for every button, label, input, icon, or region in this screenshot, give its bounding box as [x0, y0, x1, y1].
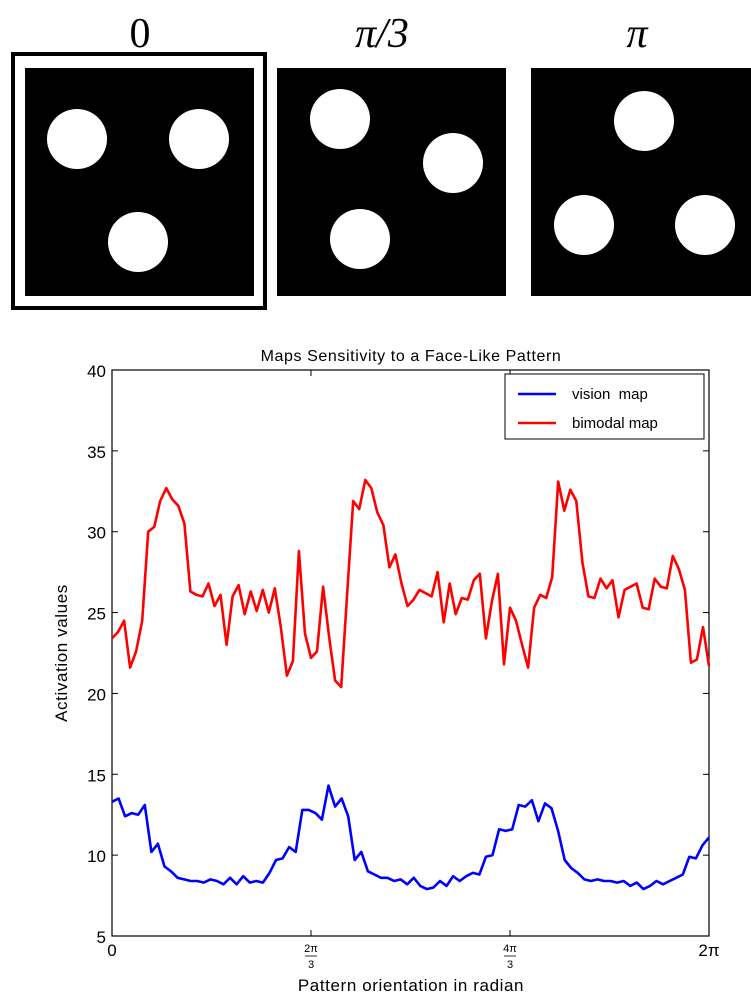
- y-axis-label: Activation values: [52, 584, 71, 722]
- panel-label-0: 0: [130, 11, 151, 57]
- y-tick-label: 30: [87, 524, 106, 543]
- legend-label-bimodal: bimodal map: [572, 415, 658, 432]
- panel-0-dot-right: [169, 109, 229, 169]
- y-tick-label: 20: [87, 685, 106, 704]
- x-tick-label-denominator: 3: [308, 959, 314, 971]
- y-tick-label: 10: [87, 847, 106, 866]
- chart: Maps Sensitivity to a Face-Like Pattern …: [52, 348, 720, 995]
- y-axis-ticks: 5 10 15 20 25 30 35 40: [87, 362, 709, 947]
- panel-pi-third-dot-top: [310, 89, 370, 149]
- panel-pi-dot-right: [675, 195, 735, 255]
- plot-frame: [111, 369, 710, 937]
- series-lines: [111, 478, 711, 891]
- x-tick-label-numerator: 2π: [304, 943, 318, 955]
- orientation-panels: 0 π/3 π: [11, 11, 751, 310]
- panel-pi-third-dot-right: [423, 133, 483, 193]
- x-tick-label: 2π: [698, 941, 719, 960]
- panel-0-dot-bottom: [108, 212, 168, 272]
- legend-label-vision: vision map: [572, 386, 648, 403]
- y-tick-label: 15: [87, 766, 106, 785]
- y-tick-label: 5: [97, 928, 106, 947]
- x-tick-label-numerator: 4π: [503, 943, 517, 955]
- y-tick-label: 25: [87, 605, 106, 624]
- panel-label-pi: π: [626, 11, 648, 57]
- legend: vision map bimodal map: [504, 373, 705, 440]
- panel-0-dot-left: [47, 109, 107, 169]
- legend-box: [504, 373, 705, 440]
- bimodal-map-line: [111, 478, 711, 689]
- x-tick-label: 0: [107, 941, 116, 960]
- y-tick-label: 35: [87, 443, 106, 462]
- panel-pi-third-dot-bottom: [330, 209, 390, 269]
- panel-pi-dot-left: [554, 195, 614, 255]
- x-tick-label-denominator: 3: [507, 959, 513, 971]
- vision-map-line: [111, 784, 711, 891]
- chart-title: Maps Sensitivity to a Face-Like Pattern: [261, 348, 562, 365]
- panel-label-pi-third: π/3: [355, 11, 409, 57]
- x-axis-ticks: 0 2π 3 4π 3 2π: [107, 370, 720, 971]
- y-tick-label: 40: [87, 362, 106, 381]
- selected-panel-frame: [11, 52, 267, 310]
- x-axis-label: Pattern orientation in radian: [298, 976, 524, 995]
- panel-pi-dot-top: [614, 91, 674, 151]
